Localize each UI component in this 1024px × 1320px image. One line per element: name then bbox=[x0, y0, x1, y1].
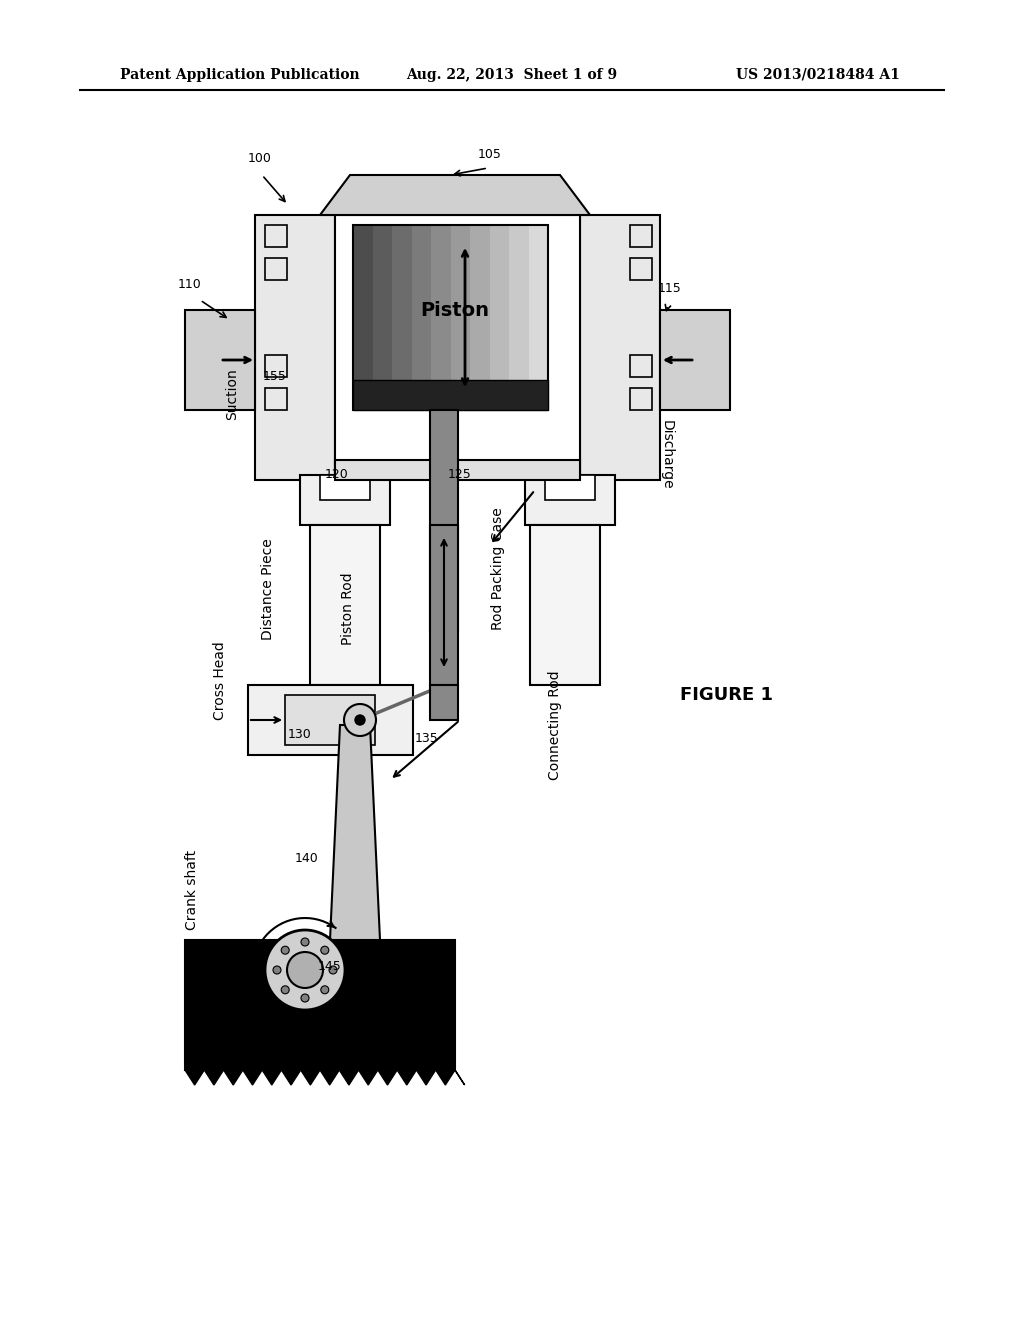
Bar bbox=[430, 525, 458, 685]
Text: Suction: Suction bbox=[225, 368, 239, 420]
Bar bbox=[580, 215, 660, 480]
Text: Rod Packing Case: Rod Packing Case bbox=[490, 507, 505, 630]
Text: 150: 150 bbox=[208, 1055, 231, 1068]
Bar bbox=[373, 224, 392, 411]
Bar bbox=[300, 475, 390, 525]
Circle shape bbox=[355, 715, 365, 725]
Text: 115: 115 bbox=[658, 282, 682, 294]
Text: 100: 100 bbox=[248, 152, 272, 165]
Bar bbox=[248, 685, 413, 755]
Circle shape bbox=[273, 966, 281, 974]
Bar bbox=[430, 411, 458, 630]
Bar bbox=[525, 475, 615, 525]
Circle shape bbox=[321, 986, 329, 994]
Text: Piston Rod: Piston Rod bbox=[341, 573, 355, 645]
Text: Crank shaft: Crank shaft bbox=[185, 850, 199, 931]
Circle shape bbox=[282, 986, 289, 994]
Circle shape bbox=[329, 966, 337, 974]
Circle shape bbox=[301, 939, 309, 946]
Bar bbox=[353, 224, 373, 411]
Bar bbox=[186, 941, 454, 1069]
Circle shape bbox=[287, 952, 323, 987]
Bar bbox=[530, 525, 600, 685]
Text: Aug. 22, 2013  Sheet 1 of 9: Aug. 22, 2013 Sheet 1 of 9 bbox=[407, 69, 617, 82]
Circle shape bbox=[321, 946, 329, 954]
Circle shape bbox=[301, 994, 309, 1002]
Bar bbox=[630, 257, 652, 280]
Bar bbox=[412, 224, 431, 411]
Bar bbox=[265, 257, 287, 280]
Bar bbox=[265, 224, 287, 247]
Bar bbox=[335, 215, 580, 475]
Bar bbox=[185, 940, 455, 1071]
Text: US 2013/0218484 A1: US 2013/0218484 A1 bbox=[736, 69, 900, 82]
Text: 110: 110 bbox=[178, 279, 202, 290]
Bar bbox=[265, 388, 287, 411]
Text: 120: 120 bbox=[325, 469, 349, 480]
Bar bbox=[335, 459, 580, 480]
Bar bbox=[255, 215, 335, 480]
Text: 140: 140 bbox=[295, 851, 318, 865]
Bar bbox=[285, 696, 375, 744]
Bar bbox=[528, 224, 548, 411]
Bar bbox=[319, 475, 370, 500]
Text: 145: 145 bbox=[318, 960, 342, 973]
Bar bbox=[660, 310, 730, 411]
Bar bbox=[392, 224, 412, 411]
Polygon shape bbox=[330, 725, 380, 940]
Text: Connecting Rod: Connecting Rod bbox=[548, 671, 562, 780]
Bar bbox=[431, 224, 451, 411]
Text: Piston: Piston bbox=[421, 301, 489, 319]
Text: 125: 125 bbox=[449, 469, 472, 480]
Text: Distance Piece: Distance Piece bbox=[261, 539, 275, 640]
Circle shape bbox=[282, 946, 289, 954]
Polygon shape bbox=[185, 940, 465, 1085]
Bar bbox=[509, 224, 528, 411]
Bar bbox=[545, 475, 595, 500]
Bar bbox=[630, 355, 652, 378]
Bar bbox=[353, 224, 548, 411]
Circle shape bbox=[344, 704, 376, 737]
Bar bbox=[265, 355, 287, 378]
Bar bbox=[430, 685, 458, 719]
Text: 155: 155 bbox=[263, 370, 287, 383]
Text: 130: 130 bbox=[288, 729, 311, 741]
Bar bbox=[630, 224, 652, 247]
Bar bbox=[310, 525, 380, 685]
Polygon shape bbox=[319, 176, 590, 215]
Bar bbox=[451, 224, 470, 411]
Text: Discharge: Discharge bbox=[660, 420, 674, 490]
Text: Cross Head: Cross Head bbox=[213, 642, 227, 719]
Text: FIGURE 1: FIGURE 1 bbox=[680, 686, 773, 704]
Bar bbox=[470, 224, 489, 411]
Circle shape bbox=[265, 931, 345, 1010]
Text: 105: 105 bbox=[478, 148, 502, 161]
Bar bbox=[185, 310, 255, 411]
Text: Patent Application Publication: Patent Application Publication bbox=[120, 69, 359, 82]
Text: 135: 135 bbox=[415, 733, 438, 744]
Bar bbox=[630, 388, 652, 411]
Bar bbox=[353, 380, 548, 411]
Bar bbox=[489, 224, 509, 411]
